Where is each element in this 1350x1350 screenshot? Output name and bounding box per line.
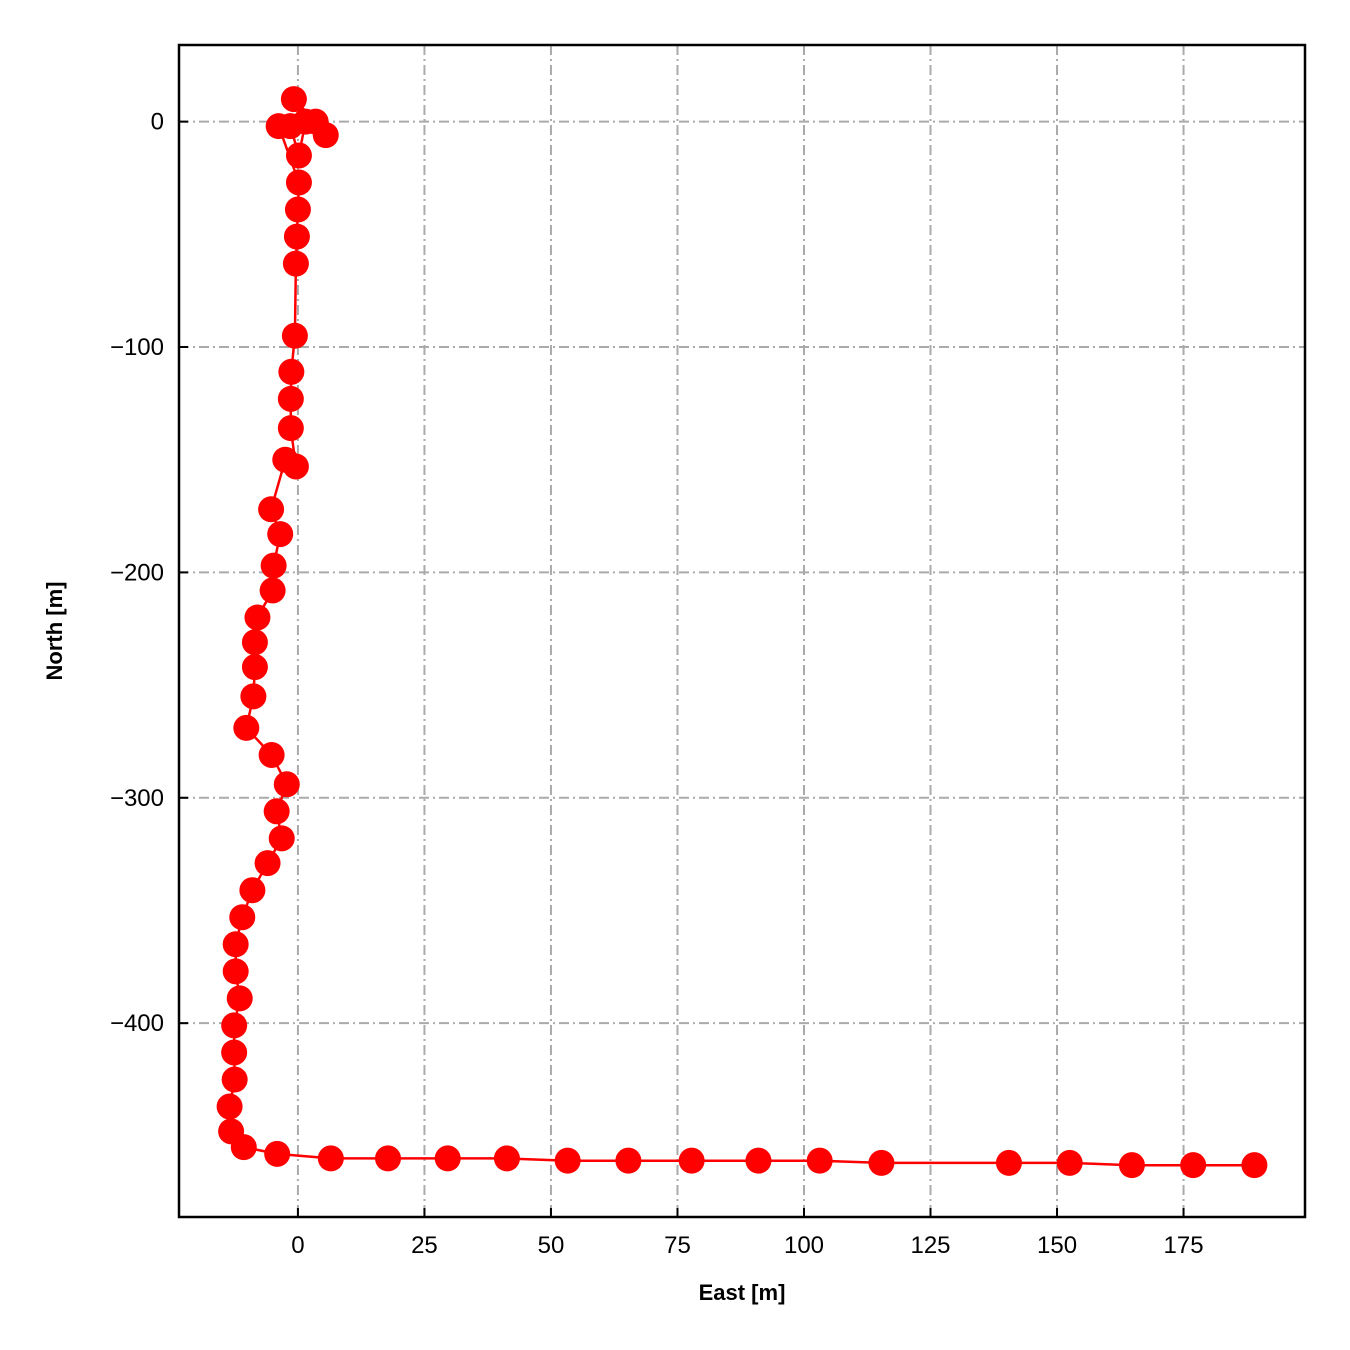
data-point	[233, 714, 260, 741]
data-point	[678, 1147, 705, 1174]
data-point	[241, 654, 268, 681]
data-point	[285, 142, 312, 169]
y-tick-labels: 0 −100 −200 −300 −400	[110, 109, 164, 1038]
data-point	[745, 1147, 772, 1174]
data-point	[1118, 1152, 1145, 1179]
y-axis-label: North [m]	[42, 582, 67, 681]
data-point	[1241, 1152, 1268, 1179]
data-point	[272, 446, 299, 473]
x-tick-label: 125	[910, 1232, 950, 1259]
data-point	[554, 1147, 581, 1174]
data-point	[868, 1149, 895, 1176]
data-point	[312, 122, 339, 149]
data-point	[258, 496, 285, 523]
x-tick-label: 100	[784, 1232, 824, 1259]
y-tick-label: −400	[110, 1010, 164, 1037]
data-point	[317, 1145, 344, 1172]
data-point	[995, 1149, 1022, 1176]
data-point	[281, 322, 308, 349]
data-point	[258, 741, 285, 768]
data-point	[277, 415, 304, 442]
data-point	[221, 1012, 248, 1039]
data-point	[265, 113, 292, 140]
data-point	[229, 904, 256, 931]
x-tick-labels: 0 25 50 75 100 125 150 175	[291, 1232, 1203, 1259]
x-tick-label: 150	[1037, 1232, 1077, 1259]
data-point	[280, 86, 307, 113]
data-point	[1180, 1152, 1207, 1179]
x-tick-label: 175	[1164, 1232, 1204, 1259]
data-point	[375, 1145, 402, 1172]
plot-frame	[177, 43, 1307, 1219]
data-point	[273, 771, 300, 798]
x-tick-label: 0	[291, 1232, 304, 1259]
data-point	[221, 1066, 248, 1093]
data-point	[263, 798, 290, 825]
data-point	[241, 629, 268, 656]
data-point	[226, 985, 253, 1012]
x-tick-label: 25	[411, 1232, 438, 1259]
y-tick-label: −300	[110, 785, 164, 812]
data-point	[283, 223, 310, 250]
data-point	[216, 1093, 243, 1120]
y-tick-label: 0	[151, 109, 164, 136]
x-tick-label: 50	[538, 1232, 565, 1259]
data-point	[277, 385, 304, 412]
data-point	[268, 825, 295, 852]
data-point	[221, 1039, 248, 1066]
x-axis-label: East [m]	[699, 1280, 786, 1305]
y-tick-label: −200	[110, 559, 164, 586]
data-point	[493, 1145, 520, 1172]
y-tick-label: −100	[110, 334, 164, 361]
data-point	[267, 521, 294, 548]
data-point	[259, 577, 286, 604]
grid	[179, 45, 1305, 1217]
x-tick-label: 75	[664, 1232, 691, 1259]
data-point	[284, 196, 311, 223]
data-point	[240, 683, 267, 710]
data-point	[222, 931, 249, 958]
series-group	[216, 86, 1268, 1179]
data-point	[230, 1134, 257, 1161]
data-point	[260, 552, 287, 579]
data-point	[434, 1145, 461, 1172]
ticks	[179, 120, 1185, 1217]
data-point	[239, 877, 266, 904]
data-point	[264, 1140, 291, 1167]
data-point	[282, 250, 309, 277]
data-point	[285, 169, 312, 196]
series-line	[228, 98, 1255, 1167]
data-point	[254, 850, 281, 877]
plot-background	[179, 45, 1305, 1217]
data-point	[615, 1147, 642, 1174]
data-point	[278, 358, 305, 385]
data-point	[222, 958, 249, 985]
data-point	[244, 604, 271, 631]
data-point	[1056, 1149, 1083, 1176]
data-point	[806, 1147, 833, 1174]
